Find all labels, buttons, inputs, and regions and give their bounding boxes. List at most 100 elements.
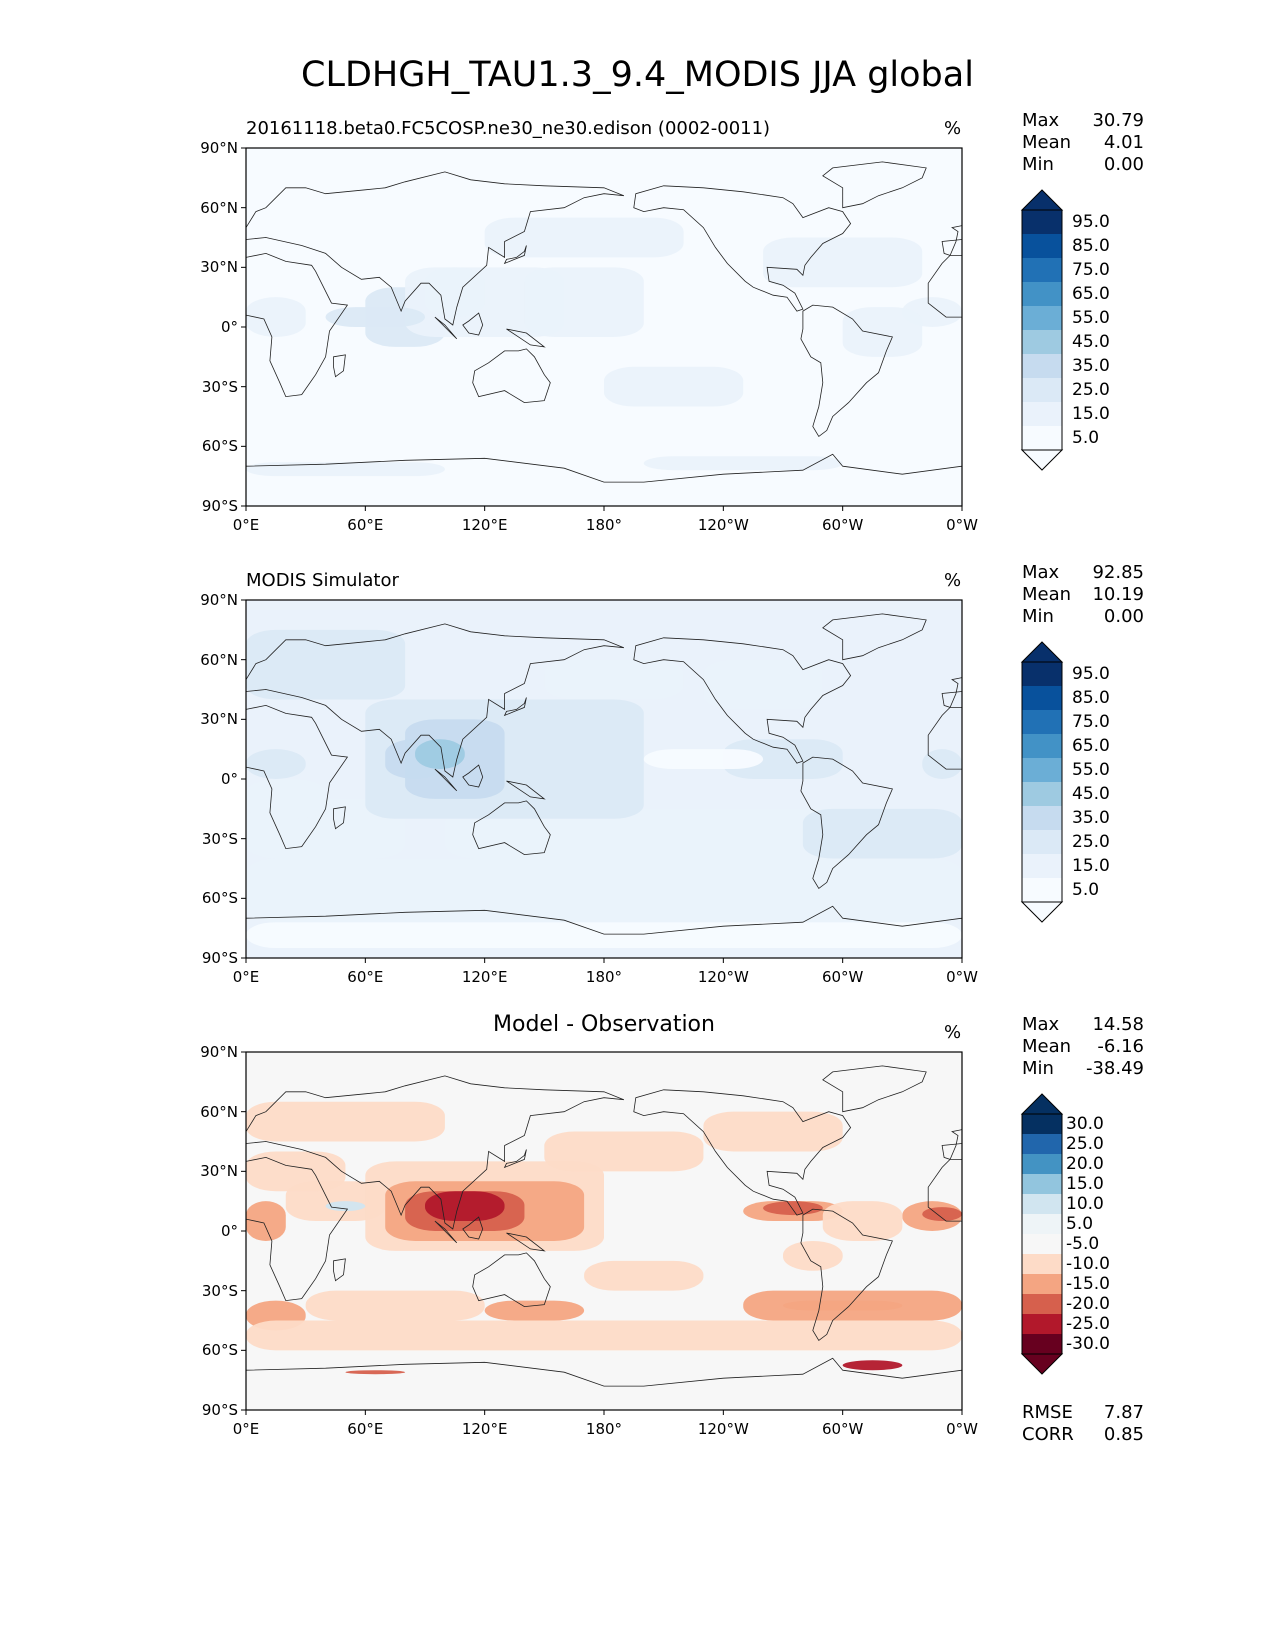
colorbar-label: 75.0 <box>1072 712 1110 732</box>
field-region <box>604 366 744 407</box>
error-stat-rmse-value: 7.87 <box>1103 1402 1144 1423</box>
colorbar-label: 95.0 <box>1072 664 1110 684</box>
colorbar-segment <box>1022 1214 1062 1234</box>
coastline-japan <box>503 697 527 717</box>
colorbar-label: 25.0 <box>1066 1134 1104 1154</box>
lat-tick-label: 60°N <box>200 198 238 217</box>
stat-label-max: Max <box>1022 1014 1060 1035</box>
panel-1-unit: % <box>944 118 962 139</box>
coastline-sumatra <box>434 1220 458 1244</box>
coastline-australia <box>472 800 551 856</box>
field-region <box>246 1151 346 1192</box>
coastline-borneo <box>462 1216 484 1240</box>
panel-2-colorbar <box>1020 641 1064 923</box>
coastline-new-guinea <box>506 328 546 348</box>
lon-tick-label: 60°W <box>821 1420 864 1438</box>
colorbar-label: 25.0 <box>1072 380 1110 400</box>
field-region <box>246 779 326 819</box>
colorbar-segment <box>1022 1254 1062 1274</box>
field-region <box>484 1300 585 1321</box>
stat-label-min: Min <box>1022 606 1054 627</box>
colorbar-segment <box>1022 1234 1062 1254</box>
field-region <box>723 739 843 779</box>
colorbar-label: 15.0 <box>1066 1174 1104 1194</box>
error-stat-corr-label: CORR <box>1022 1424 1074 1445</box>
coastline-eurasia <box>246 623 625 778</box>
coastline-north-america <box>633 185 852 312</box>
lon-tick-label: 0°E <box>232 968 260 986</box>
coastline-antarctica <box>246 1357 962 1410</box>
coastline-africa <box>246 252 349 398</box>
panel-3-title: Model - Observation <box>493 1012 715 1037</box>
lon-tick-label: 180° <box>585 968 623 986</box>
field-region <box>763 1201 823 1216</box>
colorbar-segment <box>1022 1194 1062 1214</box>
lat-tick-label: 90°N <box>200 1043 238 1061</box>
coastline-west-africa <box>927 707 962 770</box>
coastline-new-guinea <box>506 1232 546 1252</box>
lat-tick-label: 90°S <box>201 949 238 967</box>
stat-label-min: Min <box>1022 154 1054 175</box>
colorbar-label: 85.0 <box>1072 688 1110 708</box>
coastline-borneo <box>462 764 484 788</box>
colorbar-extend-top <box>1020 1093 1064 1115</box>
coastline-antarctica <box>246 453 962 506</box>
coastline-eurasia <box>246 1075 625 1230</box>
lat-tick-label: 0° <box>220 1222 238 1240</box>
colorbar-segment <box>1022 854 1062 878</box>
lat-tick-label: 30°N <box>200 1162 238 1181</box>
lon-tick-label: 120°W <box>697 1420 749 1438</box>
colorbar-segment <box>1022 1174 1062 1194</box>
panel-1-colorbar <box>1020 189 1064 471</box>
lat-tick-label: 90°S <box>201 497 238 515</box>
lon-tick-label: 60°E <box>347 1420 384 1438</box>
colorbar-segment <box>1022 710 1062 734</box>
colorbar-label: 85.0 <box>1072 236 1110 256</box>
colorbar-label: 10.0 <box>1066 1194 1104 1214</box>
colorbar-label: 30.0 <box>1066 1114 1104 1134</box>
coastline-europe-w <box>941 1129 962 1160</box>
lat-tick-label: 30°S <box>201 377 238 396</box>
coastline-sumatra <box>434 768 458 792</box>
field-region <box>425 267 485 318</box>
field-region <box>842 1360 903 1371</box>
colorbar-label: 5.0 <box>1066 1214 1094 1234</box>
colorbar-label: -30.0 <box>1066 1334 1110 1354</box>
error-stat-labels: RMSE CORR <box>1022 1402 1074 1446</box>
lon-tick-label: 180° <box>585 516 623 534</box>
colorbar-label: -15.0 <box>1066 1274 1110 1294</box>
colorbar-segment <box>1022 426 1062 450</box>
stat-label-max: Max <box>1022 110 1060 131</box>
coastline-japan <box>503 245 527 265</box>
panel-1-title: 20161118.beta0.FC5COSP.ne30_ne30.edison … <box>246 118 771 139</box>
coastline-antarctica <box>246 905 962 958</box>
colorbar-segment <box>1022 806 1062 830</box>
panel-2-unit: % <box>944 570 962 591</box>
colorbar-label: -25.0 <box>1066 1314 1110 1334</box>
lon-tick-label: 120°E <box>461 968 508 986</box>
field-region <box>246 1201 286 1241</box>
panel-3-stat-labels: Max Mean Min <box>1022 1014 1071 1080</box>
coastline-madagascar <box>333 1258 346 1282</box>
field-region <box>484 217 684 258</box>
error-stat-corr-value: 0.85 <box>1103 1424 1144 1445</box>
coastline-madagascar <box>333 806 346 830</box>
lat-tick-label: 60°S <box>201 437 238 456</box>
panel-2-title: MODIS Simulator <box>246 570 399 591</box>
colorbar-label: 55.0 <box>1072 760 1110 780</box>
lon-tick-label: 0°E <box>232 516 260 534</box>
coastline-sumatra <box>434 316 458 340</box>
coastline-africa <box>246 1156 349 1302</box>
colorbar-segment <box>1022 1334 1062 1354</box>
lat-tick-label: 30°N <box>200 258 238 277</box>
field-region <box>524 267 644 337</box>
coastline-europe-w <box>941 225 962 256</box>
stat-value-mean: 10.19 <box>1092 584 1144 605</box>
lon-tick-label: 120°E <box>461 516 508 534</box>
coastline-new-guinea <box>506 780 546 800</box>
coastline-eurasia <box>246 171 625 326</box>
lat-tick-label: 90°N <box>200 139 238 157</box>
lat-tick-label: 30°N <box>200 710 238 729</box>
colorbar-label: 25.0 <box>1072 832 1110 852</box>
